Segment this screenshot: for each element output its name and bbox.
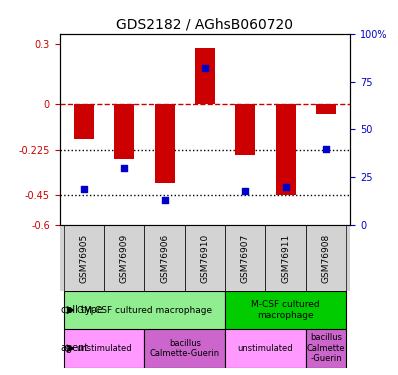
Bar (235, 104, 256, 155)
Point (121, 165, 127, 171)
Text: GSM76908: GSM76908 (322, 234, 330, 283)
Bar (316, 104, 336, 114)
FancyBboxPatch shape (64, 291, 225, 329)
FancyBboxPatch shape (144, 329, 225, 368)
Text: GM-CSF cultured macrophage: GM-CSF cultured macrophage (77, 306, 212, 315)
Text: agent: agent (60, 344, 89, 353)
Text: bacillus
Calmette
-Guerin: bacillus Calmette -Guerin (307, 333, 345, 363)
Text: unstimulated: unstimulated (76, 344, 132, 353)
Text: GSM76909: GSM76909 (120, 234, 129, 283)
FancyBboxPatch shape (225, 329, 306, 368)
FancyBboxPatch shape (144, 225, 185, 291)
FancyBboxPatch shape (185, 225, 225, 291)
Point (81, 186, 87, 192)
Bar (195, 48, 215, 104)
Text: GSM76911: GSM76911 (281, 234, 290, 283)
Text: cell type: cell type (60, 305, 102, 315)
FancyBboxPatch shape (306, 329, 346, 368)
FancyBboxPatch shape (265, 225, 306, 291)
FancyBboxPatch shape (306, 225, 346, 291)
Text: GSM76910: GSM76910 (201, 234, 209, 283)
FancyBboxPatch shape (64, 225, 104, 291)
Bar (154, 104, 175, 183)
Point (323, 146, 329, 152)
Title: GDS2182 / AGhsB060720: GDS2182 / AGhsB060720 (117, 17, 293, 31)
Text: GSM76906: GSM76906 (160, 234, 169, 283)
Point (242, 188, 248, 194)
Text: bacillus
Calmette-Guerin: bacillus Calmette-Guerin (150, 339, 220, 358)
FancyBboxPatch shape (225, 291, 346, 329)
FancyBboxPatch shape (225, 225, 265, 291)
Bar (275, 104, 296, 195)
Point (162, 197, 168, 203)
Point (283, 184, 289, 190)
Text: M-CSF cultured
macrophage: M-CSF cultured macrophage (252, 300, 320, 320)
Text: GSM76905: GSM76905 (80, 234, 88, 283)
Bar (114, 104, 135, 159)
Text: GSM76907: GSM76907 (241, 234, 250, 283)
Text: unstimulated: unstimulated (238, 344, 293, 353)
FancyBboxPatch shape (64, 329, 144, 368)
Point (202, 65, 208, 71)
Bar (74, 104, 94, 139)
FancyBboxPatch shape (104, 225, 144, 291)
